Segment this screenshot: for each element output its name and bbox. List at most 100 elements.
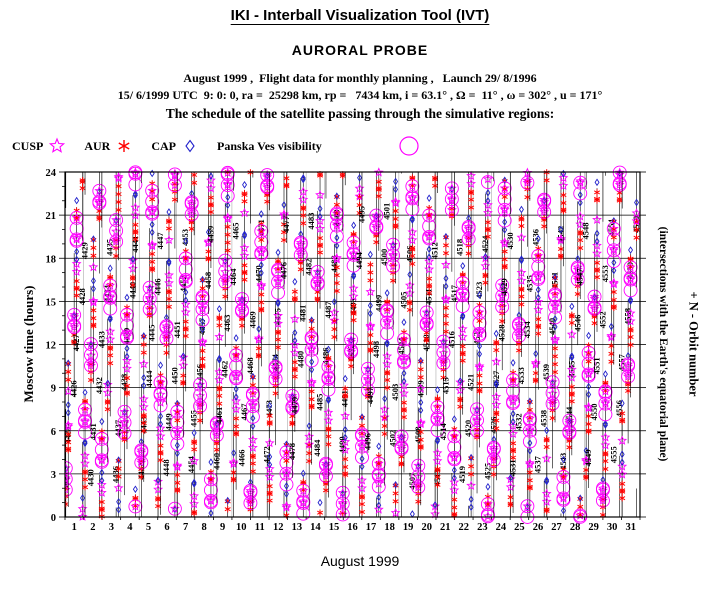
cusp-symbol — [354, 191, 365, 201]
orbit-symbols — [491, 329, 502, 432]
aur-symbol — [107, 360, 114, 367]
cusp-symbol — [541, 453, 552, 463]
aur-symbol — [350, 310, 357, 317]
pv-symbol — [84, 358, 98, 373]
pv-symbol — [285, 389, 300, 403]
orbit-number-label: 4530 — [505, 232, 515, 249]
cusp-symbol — [466, 480, 477, 490]
cap-symbol — [99, 476, 105, 485]
orbit-symbols — [505, 473, 516, 509]
aur-symbol — [199, 347, 206, 354]
cusp-symbol — [424, 231, 435, 242]
cap-symbol — [401, 377, 407, 386]
orbit-number-label: 4490 — [337, 436, 347, 453]
orbit-symbols — [340, 374, 351, 479]
aur-symbol — [73, 292, 80, 299]
aur-symbol — [557, 245, 564, 253]
orbit-symbols — [480, 174, 495, 524]
orbit-symbols — [127, 255, 138, 289]
aur-symbol — [593, 189, 601, 196]
pv-symbol — [570, 272, 585, 287]
cusp-symbol — [606, 332, 617, 342]
cusp-symbol — [631, 208, 640, 218]
orbit-symbols — [556, 225, 566, 261]
cap-symbol — [317, 498, 323, 507]
aur-symbol — [484, 233, 491, 240]
orbit-number-label: 4476 — [278, 262, 288, 279]
aur-symbol — [585, 420, 592, 428]
cusp-symbol — [438, 336, 449, 346]
aur-symbol — [367, 269, 374, 276]
cusp-symbol — [290, 313, 300, 324]
pv-symbol — [235, 302, 249, 317]
orbit-number-label: 4435 — [105, 239, 115, 256]
orbit-tracks: 4424442544264427442844294430443144324433… — [65, 165, 640, 524]
orbit-number-label: 4470 — [253, 265, 263, 282]
aur-symbol — [415, 498, 422, 505]
cusp-symbol — [122, 363, 132, 373]
aur-symbol — [165, 218, 172, 226]
aur-symbol — [71, 331, 78, 339]
orbit-number-label: 4533 — [516, 367, 526, 384]
x-tick-label: 23 — [477, 522, 488, 533]
orbit-number-label: 4550 — [589, 403, 599, 420]
pv-symbol — [360, 361, 375, 376]
aur-symbol — [266, 412, 273, 419]
cusp-symbol — [211, 417, 222, 428]
orbit-number-label: 4559 — [625, 262, 635, 279]
pv-symbol — [520, 175, 535, 190]
cusp-symbol — [197, 291, 208, 302]
orbit-number-label: 4464 — [228, 268, 238, 286]
cusp-symbol — [424, 230, 435, 240]
orbit-number-label: 4526 — [488, 417, 498, 434]
cusp-symbol — [508, 428, 519, 439]
aur-symbol — [432, 182, 439, 189]
orbit-number-label: 4515 — [440, 377, 450, 394]
cap-symbol — [138, 437, 144, 446]
cusp-symbol — [608, 277, 619, 287]
aur-symbol — [532, 369, 539, 377]
orbit-symbols — [506, 358, 521, 461]
cap-symbol — [113, 216, 119, 225]
aur-symbol — [543, 437, 550, 444]
pv-symbol — [520, 499, 535, 514]
cusp-symbol — [88, 297, 99, 307]
cusp-star-icon — [49, 137, 66, 153]
aur-symbol — [406, 306, 413, 314]
cusp-symbol — [105, 326, 116, 336]
pv-symbol — [167, 501, 182, 516]
aur-symbol — [616, 189, 623, 196]
pv-symbol — [142, 291, 157, 306]
cusp-symbol — [270, 371, 281, 382]
orbit-symbols — [94, 417, 109, 520]
orbit-symbols — [220, 165, 235, 513]
cusp-symbol — [287, 400, 298, 411]
orbit-symbols — [321, 345, 336, 448]
cusp-symbol — [382, 305, 393, 315]
pv-symbol — [623, 271, 638, 286]
cusp-symbol — [482, 174, 493, 184]
aur-symbol — [342, 463, 349, 471]
cusp-symbol — [608, 278, 619, 289]
aur-symbol — [163, 349, 170, 356]
cap-symbol — [74, 247, 80, 256]
cap-symbol — [300, 175, 306, 184]
cusp-symbol — [583, 369, 594, 379]
aur-symbol — [205, 248, 212, 255]
cusp-symbol — [348, 291, 359, 301]
pv-symbol — [573, 508, 588, 523]
aur-symbol — [138, 473, 145, 481]
cusp-symbol — [575, 177, 586, 187]
cap-symbol — [163, 313, 169, 322]
cusp-symbol — [566, 329, 577, 339]
aur-symbol — [191, 179, 198, 186]
aur-symbol — [535, 330, 542, 337]
cusp-symbol — [533, 304, 544, 315]
aur-symbol — [633, 234, 640, 241]
cusp-symbol — [321, 470, 331, 481]
cusp-symbol — [505, 481, 516, 492]
pv-symbol — [170, 426, 185, 441]
pv-symbol — [360, 372, 375, 387]
aur-symbol — [264, 198, 271, 205]
orbit-number-label: 4428 — [77, 288, 87, 305]
